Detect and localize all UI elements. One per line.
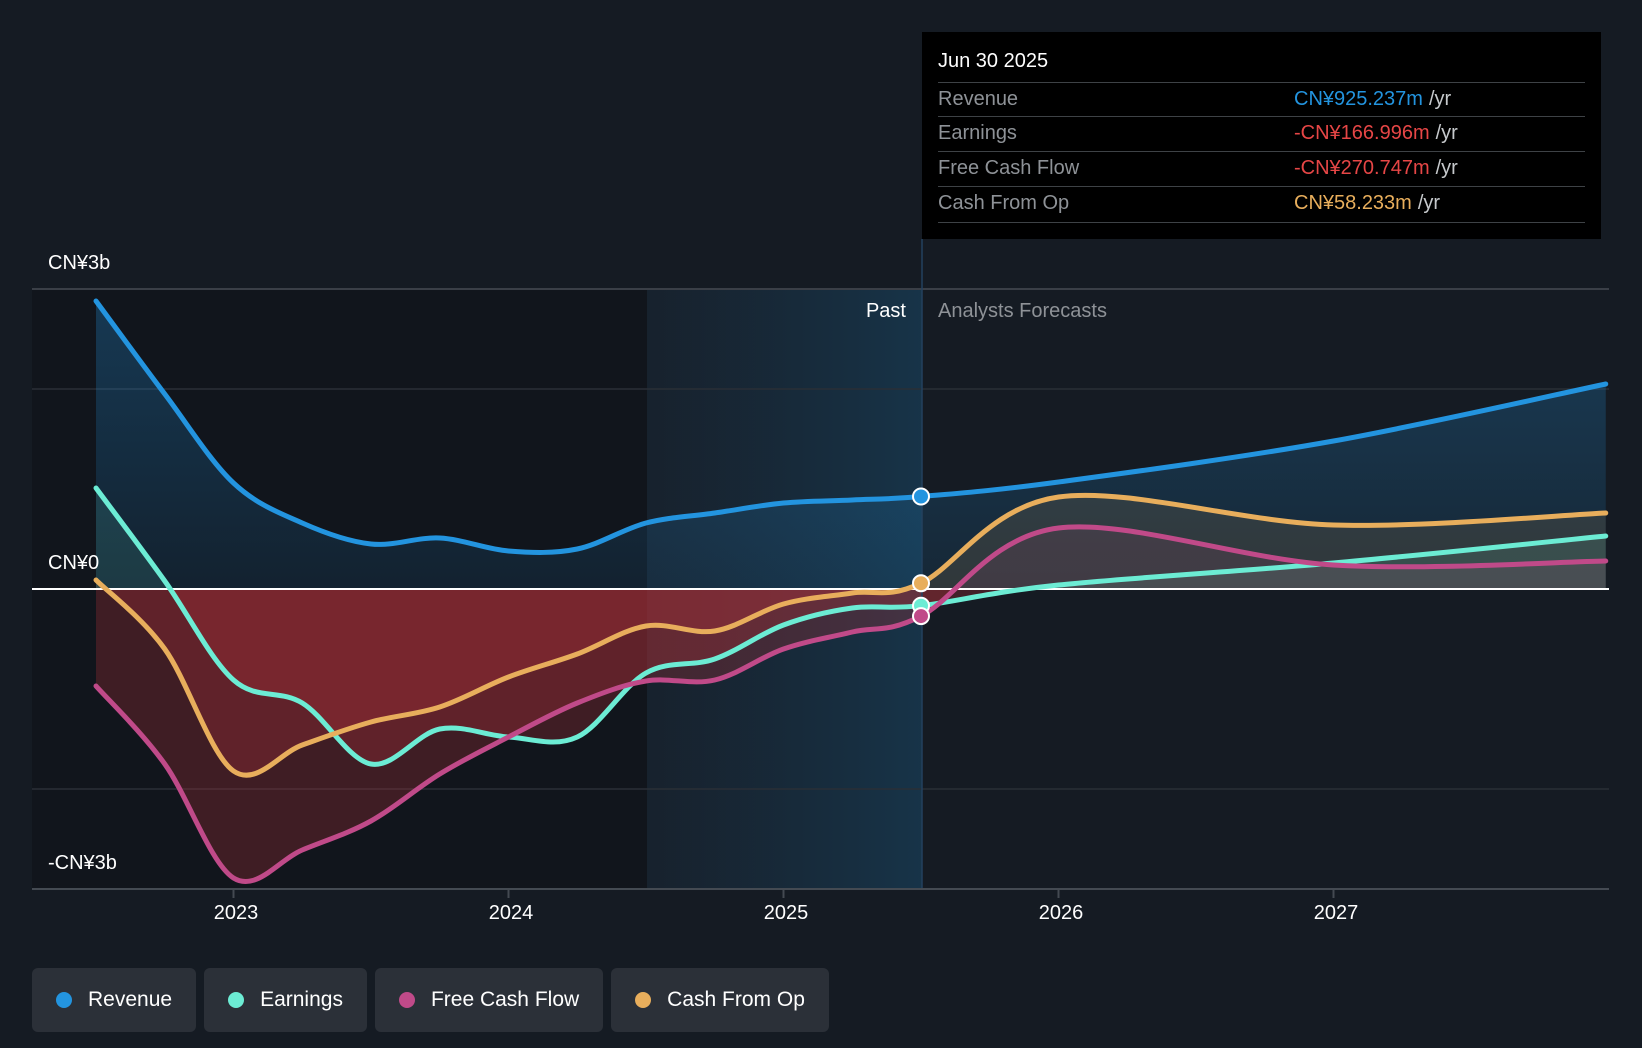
series-lines [93, 298, 1609, 884]
tooltip-unit: /yr [1435, 157, 1458, 179]
cash_from_op-line [93, 492, 1609, 778]
earnings-line [93, 485, 1609, 767]
tooltip-unit: /yr [1428, 88, 1452, 110]
tooltip-unit: /yr [1435, 122, 1458, 144]
legend-label: Cash From Op [667, 988, 805, 1011]
x-tick-label-2026: 2026 [1038, 902, 1084, 924]
cash_from_op-area-negative [96, 589, 1606, 776]
y-tick-label-neg3b: -CN¥3b [48, 852, 117, 874]
tooltip-row-earnings: Earnings -CN¥166.996m/yr [938, 116, 1585, 151]
x-tick-label-2024: 2024 [488, 902, 534, 924]
revenue-marker [912, 487, 930, 506]
tooltip-label: Free Cash Flow [938, 157, 1080, 179]
tooltip-unit: /yr [1417, 192, 1441, 214]
tooltip-divider [938, 222, 1585, 223]
legend-item-free-cash-flow[interactable]: Free Cash Flow [374, 968, 604, 1032]
x-ticks [232, 889, 1335, 898]
free_cash_flow-area-negative [96, 589, 1606, 882]
tooltip-value: -CN¥166.996m [1294, 122, 1430, 144]
y-tick-label-3b: CN¥3b [48, 252, 111, 274]
cash_from_op-area-positive [96, 495, 1606, 589]
y-tick-label-0: CN¥0 [48, 552, 100, 574]
earnings-area-positive [96, 488, 1606, 589]
revenue-dot-icon [56, 992, 72, 1008]
hover-markers [912, 487, 930, 626]
tooltip-label: Revenue [938, 88, 1019, 110]
legend-label: Revenue [88, 988, 173, 1011]
earnings-dot-icon [228, 992, 245, 1008]
tooltip: Jun 30 2025 Revenue CN¥925.237m/yr Earni… [922, 32, 1601, 239]
cash-from-op-dot-icon [635, 992, 652, 1008]
legend-item-revenue[interactable]: Revenue [32, 968, 197, 1032]
legend-label: Earnings [260, 988, 343, 1011]
cash_from_op-marker [912, 574, 930, 593]
free_cash_flow-marker [912, 607, 930, 626]
x-tick-label-2023: 2023 [213, 902, 259, 924]
legend-item-cash-from-op[interactable]: Cash From Op [611, 968, 829, 1032]
tooltip-row-free-cash-flow: Free Cash Flow -CN¥270.747m/yr [938, 151, 1585, 186]
tooltip-value: CN¥58.233m [1294, 192, 1412, 214]
legend-label: Free Cash Flow [430, 988, 580, 1011]
tooltip-label: Cash From Op [938, 192, 1070, 214]
past-label: Past [865, 300, 906, 322]
tooltip-value: CN¥925.237m [1294, 88, 1423, 110]
revenue-line [93, 298, 1609, 555]
legend: Revenue Earnings Free Cash Flow Cash Fro… [32, 968, 829, 1032]
forecast-label: Analysts Forecasts [938, 300, 1107, 322]
tooltip-value: -CN¥270.747m [1294, 157, 1430, 179]
revenue-area-positive [96, 301, 1606, 589]
legend-item-earnings[interactable]: Earnings [204, 968, 367, 1032]
earnings-area-negative [96, 589, 1606, 765]
tooltip-date: Jun 30 2025 [938, 50, 1049, 72]
tooltip-row-revenue: Revenue CN¥925.237m/yr [938, 82, 1585, 117]
free_cash_flow-line [93, 524, 1609, 884]
x-tick-label-2027: 2027 [1313, 902, 1359, 924]
x-tick-label-2025: 2025 [763, 902, 809, 924]
tooltip-row-cash-from-op: Cash From Op CN¥58.233m/yr [938, 186, 1585, 221]
tooltip-label: Earnings [938, 122, 1017, 144]
free-cash-flow-dot-icon [398, 992, 415, 1008]
